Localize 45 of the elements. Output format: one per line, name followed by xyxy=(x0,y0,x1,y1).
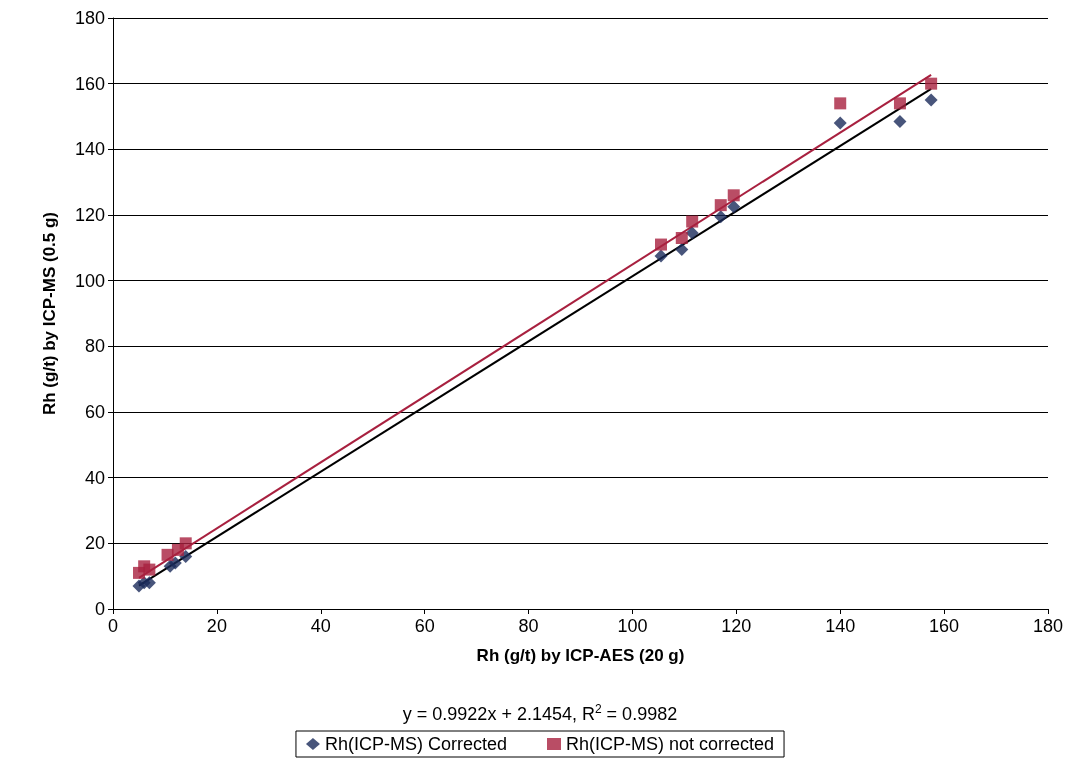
y-tick-label: 100 xyxy=(74,270,105,291)
point xyxy=(893,97,906,110)
x-tick-label: 120 xyxy=(721,616,752,636)
point xyxy=(893,114,907,128)
y-tick-label: 40 xyxy=(84,467,105,488)
point xyxy=(675,231,688,244)
point xyxy=(727,189,740,202)
x-axis-title: Rh (g/t) by ICP-AES (20 g) xyxy=(476,646,685,665)
x-tick-label: 180 xyxy=(1032,616,1064,636)
point xyxy=(654,249,668,263)
x-tick-label: 40 xyxy=(310,616,331,636)
x-tick-label: 140 xyxy=(825,616,856,636)
point xyxy=(924,93,938,107)
y-tick-label: 80 xyxy=(84,336,105,357)
point xyxy=(168,556,182,570)
y-tick-label: 140 xyxy=(74,139,105,160)
point xyxy=(834,97,847,110)
x-tick-label: 80 xyxy=(518,616,539,636)
legend-label: Rh(ICP-MS) Corrected xyxy=(324,734,507,754)
y-tick-label: 120 xyxy=(74,205,105,225)
x-tick-label: 100 xyxy=(617,616,648,636)
point xyxy=(142,576,156,590)
x-tick-label: 0 xyxy=(107,616,119,636)
point xyxy=(833,116,847,130)
y-tick-label: 160 xyxy=(74,73,105,94)
point xyxy=(727,200,741,214)
x-tick-label: 160 xyxy=(929,616,960,636)
point xyxy=(655,238,668,251)
x-tick-label: 60 xyxy=(414,616,435,636)
point xyxy=(179,537,192,550)
point xyxy=(714,210,728,224)
point xyxy=(686,215,699,228)
point xyxy=(714,199,727,212)
point xyxy=(143,563,156,576)
point xyxy=(685,226,699,240)
y-axis-title: Rh (g/t) by ICP-MS (0.5 g) xyxy=(40,211,59,416)
y-tick-label: 0 xyxy=(94,599,105,619)
point xyxy=(161,548,174,561)
x-tick-label: 20 xyxy=(206,616,227,636)
y-tick-label: 180 xyxy=(74,8,105,28)
y-tick-label: 60 xyxy=(84,402,105,422)
point xyxy=(925,77,938,90)
y-tick-label: 20 xyxy=(84,533,105,554)
legend-label: Rh(ICP-MS) not corrected xyxy=(565,734,775,754)
point xyxy=(675,242,689,256)
